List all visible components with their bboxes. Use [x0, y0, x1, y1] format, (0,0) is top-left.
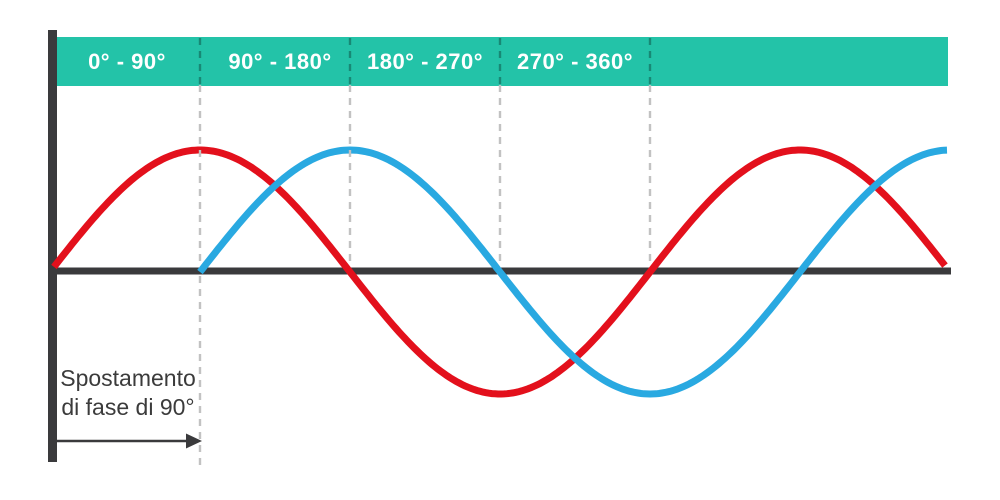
- annotation-line-1: Spostamento: [60, 365, 196, 391]
- annotation-line-2: di fase di 90°: [61, 394, 195, 420]
- banner-label-90-180: 90° - 180°: [228, 48, 332, 74]
- red-sine-wave: [51, 146, 948, 398]
- banner-label-180-270: 180° - 270°: [366, 48, 484, 74]
- banner-label-270-360: 270° - 360°: [516, 48, 634, 74]
- degree-range-banner: 0° - 90° 90° - 180° 180° - 270° 270° - 3…: [57, 37, 948, 86]
- banner-label-0-90: 0° - 90°: [88, 48, 166, 74]
- phase-shift-arrow-head: [186, 433, 202, 449]
- blue-sine-wave: [197, 146, 948, 398]
- phase-shift-annotation: Spostamento di fase di 90°: [50, 364, 206, 422]
